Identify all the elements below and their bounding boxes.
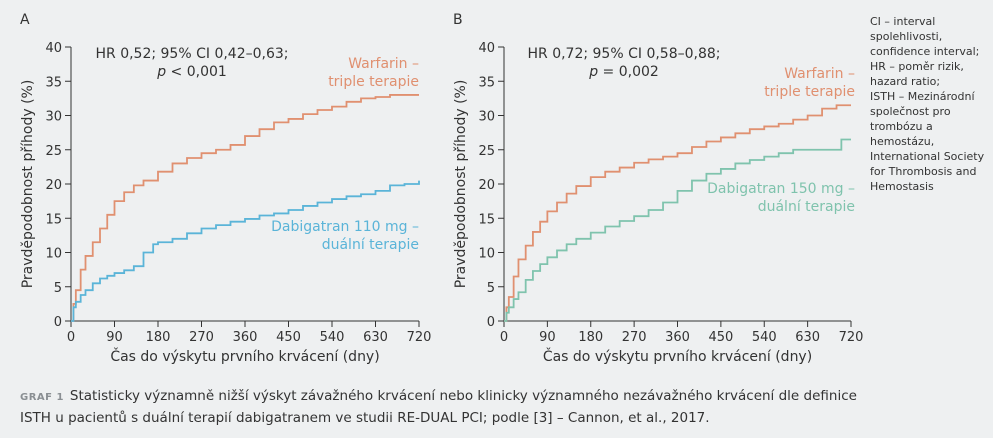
x-tick-label: 180 xyxy=(146,330,171,345)
y-tick-label: 40 xyxy=(478,41,495,56)
y-tick-label: 30 xyxy=(478,110,495,125)
x-tick-label: 0 xyxy=(67,330,75,345)
x-axis-title: Čas do výskytu prvního krvácení (dny) xyxy=(110,347,379,365)
y-tick-label: 10 xyxy=(478,247,495,262)
y-tick-label: 5 xyxy=(487,281,495,296)
x-tick-label: 360 xyxy=(665,330,690,345)
y-tick-label: 5 xyxy=(54,281,62,296)
hr-annotation: HR 0,72; 95% CI 0,58–0,88; xyxy=(527,46,720,62)
panel-letter: A xyxy=(20,12,30,28)
series-label: triple terapie xyxy=(328,74,419,90)
abbreviations-note: CI – interval spolehlivosti, confidence … xyxy=(870,14,988,194)
series-label: triple terapie xyxy=(764,84,855,100)
series-label: duální terapie xyxy=(322,237,419,253)
abbreviations-note-line: CI – interval spolehlivosti, confidence … xyxy=(870,15,980,88)
series-label: Warfarin – xyxy=(348,56,419,72)
x-tick-label: 180 xyxy=(578,330,603,345)
x-tick-label: 90 xyxy=(539,330,556,345)
series-line xyxy=(504,138,851,322)
y-tick-label: 10 xyxy=(45,247,62,262)
p-value-annotation: p < 0,001 xyxy=(156,64,227,80)
y-tick-label: 25 xyxy=(45,144,62,159)
y-tick-label: 0 xyxy=(487,315,495,330)
x-tick-label: 270 xyxy=(622,330,647,345)
x-tick-label: 450 xyxy=(276,330,301,345)
y-tick-label: 20 xyxy=(478,178,495,193)
panel-letter: B xyxy=(453,12,463,28)
x-tick-label: 630 xyxy=(795,330,820,345)
y-axis-title: Pravděpodobnost příhody (%) xyxy=(453,80,469,289)
x-tick-label: 720 xyxy=(839,330,864,345)
figure-caption: GRAF 1 Statisticky významně nižší výskyt … xyxy=(20,386,880,428)
y-tick-label: 20 xyxy=(45,178,62,193)
y-tick-label: 25 xyxy=(478,144,495,159)
caption-label: GRAF 1 xyxy=(20,392,64,403)
y-axis-title: Pravděpodobnost příhody (%) xyxy=(20,80,36,289)
series-line xyxy=(71,180,420,322)
x-tick-label: 540 xyxy=(320,330,345,345)
x-tick-label: 720 xyxy=(407,330,432,345)
x-tick-label: 0 xyxy=(500,330,508,345)
y-tick-label: 15 xyxy=(478,212,495,227)
series-label: Dabigatran 110 mg – xyxy=(271,219,419,235)
series-label: duální terapie xyxy=(758,199,855,215)
hr-annotation: HR 0,52; 95% CI 0,42–0,63; xyxy=(95,46,288,62)
series-label: Dabigatran 150 mg – xyxy=(707,181,855,197)
y-tick-label: 35 xyxy=(45,75,62,90)
x-tick-label: 630 xyxy=(363,330,388,345)
y-tick-label: 0 xyxy=(54,315,62,330)
x-tick-label: 450 xyxy=(708,330,733,345)
series-line xyxy=(504,104,851,322)
y-tick-label: 35 xyxy=(478,75,495,90)
x-tick-label: 540 xyxy=(752,330,777,345)
y-tick-label: 15 xyxy=(45,212,62,227)
x-tick-label: 270 xyxy=(189,330,214,345)
caption-text: Statisticky významně nižší výskyt závažn… xyxy=(20,388,857,426)
x-tick-label: 360 xyxy=(233,330,258,345)
y-tick-label: 40 xyxy=(45,41,62,56)
abbreviations-note-line: ISTH – Mezinárodní společnost pro trombó… xyxy=(870,90,985,193)
x-tick-label: 90 xyxy=(106,330,123,345)
series-line xyxy=(71,94,419,322)
x-axis-title: Čas do výskytu prvního krvácení (dny) xyxy=(543,347,812,365)
p-value-annotation: p = 0,002 xyxy=(588,64,659,80)
series-label: Warfarin – xyxy=(784,66,855,82)
y-tick-label: 30 xyxy=(45,110,62,125)
